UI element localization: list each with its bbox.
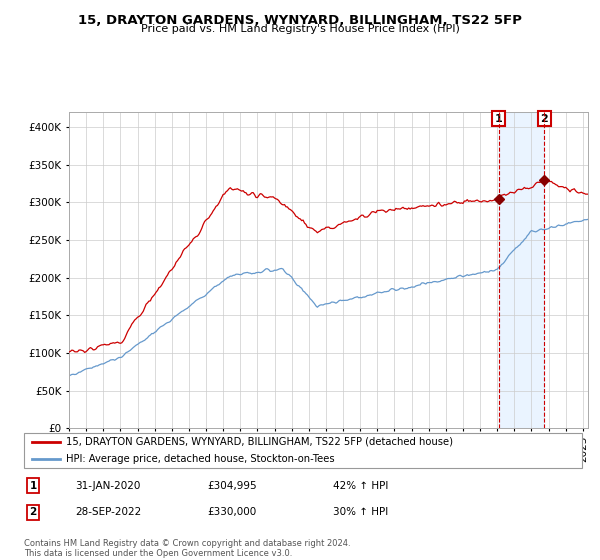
Text: HPI: Average price, detached house, Stockton-on-Tees: HPI: Average price, detached house, Stoc… (66, 454, 334, 464)
Text: 1: 1 (495, 114, 503, 124)
Text: 15, DRAYTON GARDENS, WYNYARD, BILLINGHAM, TS22 5FP (detached house): 15, DRAYTON GARDENS, WYNYARD, BILLINGHAM… (66, 437, 453, 446)
Text: 42% ↑ HPI: 42% ↑ HPI (333, 480, 388, 491)
Text: 2: 2 (541, 114, 548, 124)
Text: 31-JAN-2020: 31-JAN-2020 (75, 480, 140, 491)
FancyBboxPatch shape (24, 433, 582, 468)
Bar (499, 112, 544, 428)
Text: 28-SEP-2022: 28-SEP-2022 (75, 507, 141, 517)
Text: Contains HM Land Registry data © Crown copyright and database right 2024.
This d: Contains HM Land Registry data © Crown c… (24, 539, 350, 558)
Text: 2: 2 (29, 507, 37, 517)
Text: 15, DRAYTON GARDENS, WYNYARD, BILLINGHAM, TS22 5FP: 15, DRAYTON GARDENS, WYNYARD, BILLINGHAM… (78, 14, 522, 27)
Text: £304,995: £304,995 (207, 480, 257, 491)
Text: £330,000: £330,000 (207, 507, 256, 517)
Text: 1: 1 (29, 480, 37, 491)
Text: 30% ↑ HPI: 30% ↑ HPI (333, 507, 388, 517)
Text: Price paid vs. HM Land Registry's House Price Index (HPI): Price paid vs. HM Land Registry's House … (140, 24, 460, 34)
